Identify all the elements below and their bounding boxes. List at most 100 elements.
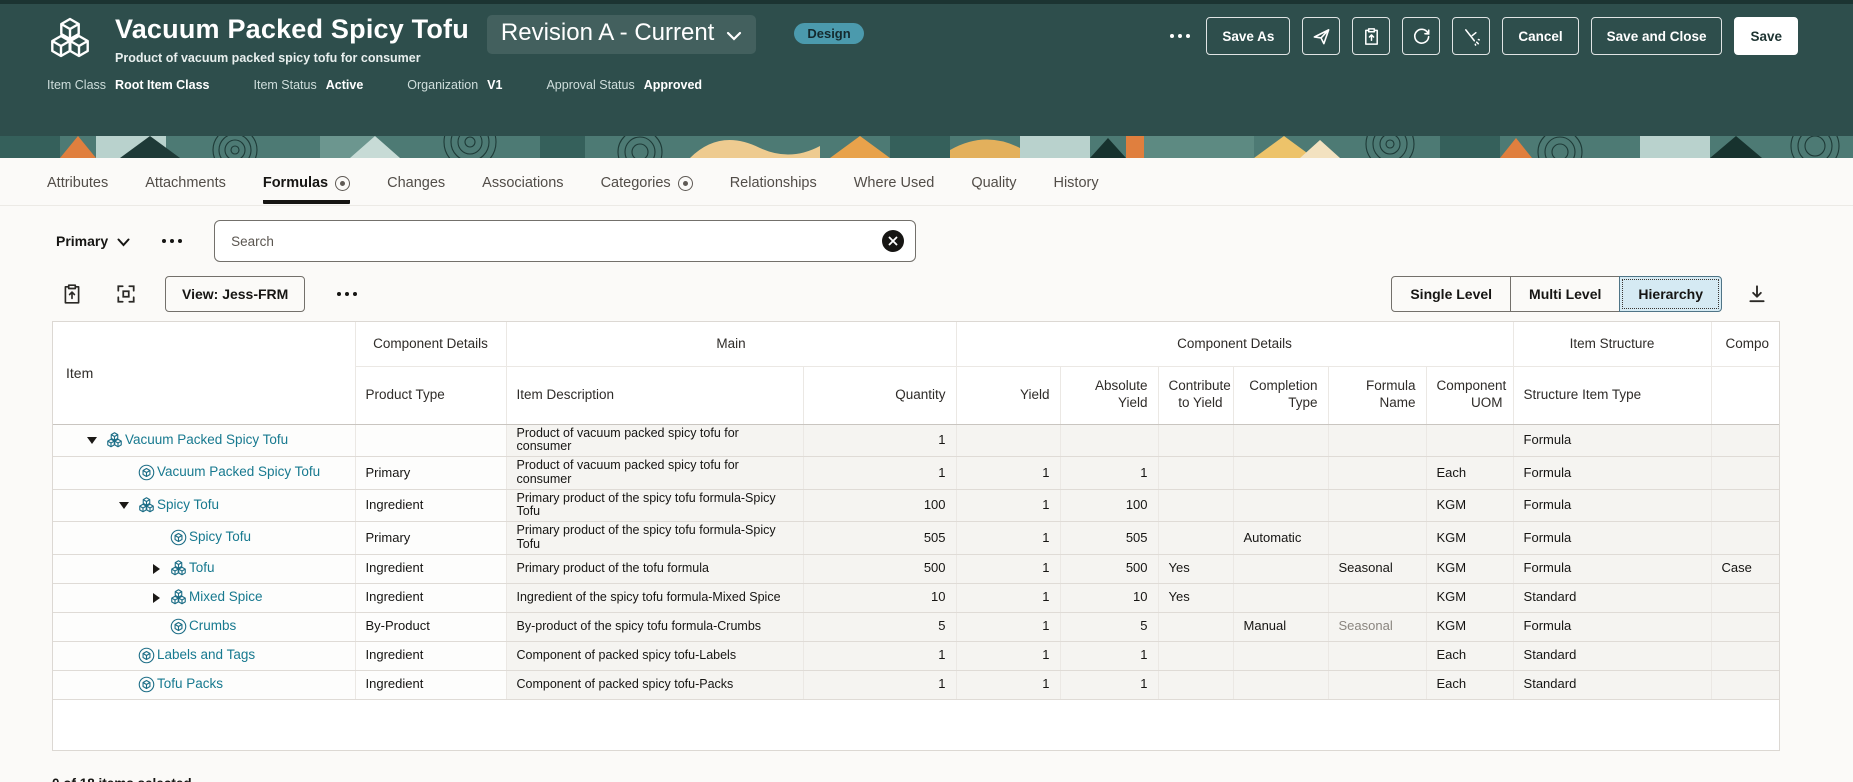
search-clear-button[interactable]: [882, 230, 905, 252]
save-as-button[interactable]: Save As: [1206, 17, 1291, 55]
cell-component-uom-value: KGM: [1436, 589, 1467, 605]
cell-quantity: 1: [803, 456, 957, 490]
cell-item: Vacuum Packed Spicy Tofu: [53, 424, 356, 457]
tab-changes[interactable]: Changes: [387, 175, 445, 204]
header-overflow-menu-icon[interactable]: [1166, 28, 1194, 44]
item-link[interactable]: Spicy Tofu: [157, 496, 220, 512]
table-row[interactable]: Vacuum Packed Spicy Tofu Primary Product o…: [53, 456, 1779, 490]
cell-absolute-yield: 1: [1060, 670, 1159, 700]
tab-label: Quality: [971, 175, 1017, 191]
meta-label: Item Status: [253, 78, 317, 92]
item-meta-row: Item Class Root Item Class Item Status Act…: [47, 78, 1798, 92]
cell-formula-name: [1328, 489, 1427, 522]
tab-label: Categories: [600, 175, 671, 191]
formula-selector-dropdown[interactable]: Primary: [56, 233, 130, 249]
record-indicator-icon: [677, 175, 693, 191]
cell-completion-type-value: Automatic: [1243, 529, 1302, 545]
tab-attachments[interactable]: Attachments: [145, 175, 226, 204]
cell-item: Crumbs: [53, 612, 356, 642]
tab-associations[interactable]: Associations: [482, 175, 563, 204]
table-row[interactable]: Mixed Spice Ingredient Ingredient of the s…: [53, 583, 1779, 613]
level-button-single-level[interactable]: Single Level: [1391, 276, 1512, 312]
item-tabs: Attributes Attachments Formulas Changes Asso…: [0, 158, 1853, 206]
table-overflow-menu-icon[interactable]: [331, 284, 363, 304]
item-link[interactable]: Tofu Packs: [157, 676, 224, 692]
item-link[interactable]: Labels and Tags: [157, 647, 256, 663]
cell-product-type: Primary: [355, 521, 507, 555]
copy-to-clipboard-button[interactable]: [1352, 17, 1391, 55]
col-absolute-yield: Absolute Yield: [1059, 366, 1159, 425]
cell-completion-type: [1233, 670, 1329, 700]
cell-quantity-value: 10: [931, 589, 946, 605]
export-button[interactable]: [1740, 277, 1774, 311]
cell-yield: 1: [956, 670, 1061, 700]
tab-formulas[interactable]: Formulas: [262, 175, 351, 204]
share-button[interactable]: [1302, 17, 1341, 55]
expand-caret-icon[interactable]: [142, 592, 170, 603]
item-link[interactable]: Tofu: [189, 560, 215, 576]
level-button-hierarchy[interactable]: Hierarchy: [1619, 276, 1722, 312]
cell-absolute-yield-value: 505: [1125, 529, 1148, 545]
cell-quantity-value: 100: [923, 497, 946, 513]
design-actions-button[interactable]: [1452, 17, 1491, 55]
cell-item-description: Product of vacuum packed spicy tofu for …: [506, 456, 804, 490]
table-row[interactable]: Spicy Tofu Primary Primary product of the …: [53, 521, 1779, 555]
table-row[interactable]: Labels and Tags Ingredient Component of pa…: [53, 641, 1779, 671]
cell-structure-item-type: Formula: [1513, 456, 1712, 490]
cancel-button[interactable]: Cancel: [1502, 17, 1579, 55]
paste-to-table-button[interactable]: [55, 277, 89, 311]
paper-plane-icon: [1313, 28, 1330, 44]
table-row[interactable]: Tofu Ingredient Primary product of the tof…: [53, 554, 1779, 584]
revision-dropdown[interactable]: Revision A - Current: [486, 15, 757, 54]
cell-quantity-value: 1: [938, 647, 946, 663]
output-item-icon: [138, 464, 155, 481]
save-button[interactable]: Save: [1734, 17, 1798, 55]
view-selector-button[interactable]: View: Jess-FRM: [165, 276, 306, 312]
cell-component: [1711, 521, 1779, 555]
cell-quantity-value: 505: [923, 529, 946, 545]
tab-categories[interactable]: Categories: [601, 175, 693, 204]
collapse-caret-icon[interactable]: [78, 436, 106, 444]
cell-component-uom: KGM: [1426, 489, 1514, 522]
search-input[interactable]: [214, 220, 917, 262]
cell-component-uom-value: KGM: [1436, 560, 1467, 576]
page-subtitle: Product of vacuum packed spicy tofu for …: [115, 51, 421, 65]
item-link[interactable]: Crumbs: [189, 618, 237, 634]
cell-component-uom-value: KGM: [1436, 497, 1467, 513]
collapse-caret-icon[interactable]: [110, 501, 138, 509]
item-link[interactable]: Spicy Tofu: [189, 529, 252, 545]
cell-structure-item-type: Formula: [1513, 521, 1712, 555]
group-component-details-2: Component Details: [955, 322, 1514, 367]
filter-overflow-menu-icon[interactable]: [156, 231, 188, 251]
cell-product-type-value: Ingredient: [365, 589, 424, 605]
item-link[interactable]: Vacuum Packed Spicy Tofu: [157, 464, 321, 480]
detach-table-button[interactable]: [109, 277, 143, 311]
refresh-button[interactable]: [1402, 17, 1441, 55]
tab-attributes[interactable]: Attributes: [47, 175, 108, 204]
meta-label: Item Class: [47, 78, 107, 92]
revision-label: Revision A - Current: [500, 19, 715, 46]
cell-absolute-yield: 5: [1060, 612, 1159, 642]
cell-product-type-value: Primary: [365, 464, 411, 480]
tab-history[interactable]: History: [1053, 175, 1098, 204]
table-row[interactable]: Spicy Tofu Ingredient Primary product of t…: [53, 489, 1779, 522]
level-button-multi-level[interactable]: Multi Level: [1510, 276, 1621, 312]
save-and-close-button[interactable]: Save and Close: [1590, 17, 1723, 55]
item-link[interactable]: Mixed Spice: [189, 589, 263, 605]
expand-caret-icon[interactable]: [142, 563, 170, 574]
cell-item-description: Primary product of the spicy tofu formul…: [506, 489, 804, 522]
tab-where-used[interactable]: Where Used: [854, 175, 935, 204]
item-link[interactable]: Vacuum Packed Spicy Tofu: [125, 431, 289, 447]
tab-quality[interactable]: Quality: [971, 175, 1016, 204]
cell-completion-type: [1233, 456, 1329, 490]
cell-product-type-value: By-Product: [365, 618, 430, 634]
cell-yield-value: 1: [1042, 497, 1050, 513]
table-row[interactable]: Tofu Packs Ingredient Component of packed …: [53, 670, 1779, 700]
level-toggle-group: Single Level Multi Level Hierarchy: [1391, 276, 1722, 312]
table-row[interactable]: Vacuum Packed Spicy Tofu Product of vacuu…: [53, 424, 1779, 457]
col-product-type: Product Type: [354, 366, 506, 425]
tab-relationships[interactable]: Relationships: [730, 175, 817, 204]
table-row[interactable]: Crumbs By-Product By-product of the spicy …: [53, 612, 1779, 642]
selection-status: 0 of 18 items selected: [52, 776, 1853, 782]
cell-product-type-value: Ingredient: [365, 647, 424, 663]
